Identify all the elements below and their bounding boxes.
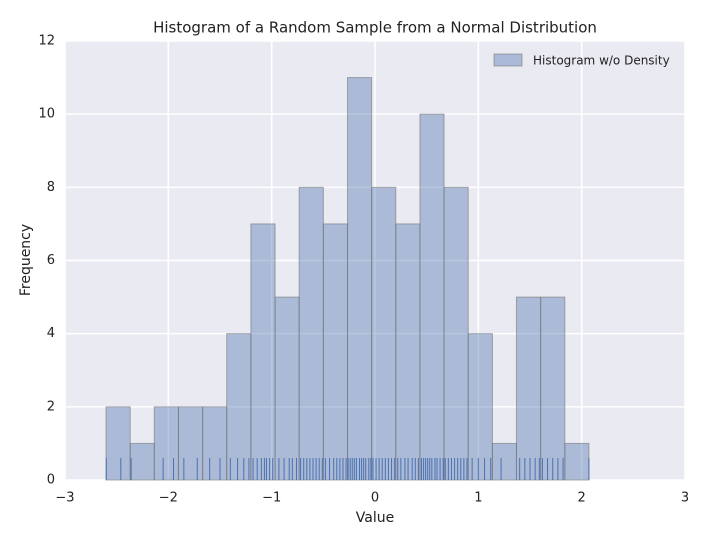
bar — [515, 296, 542, 481]
bar — [419, 113, 445, 481]
bar — [347, 77, 373, 481]
bar — [274, 296, 300, 481]
bar — [226, 333, 252, 481]
bar — [564, 442, 590, 481]
bar — [298, 186, 324, 481]
bar — [153, 406, 179, 481]
x-tick-label: 1 — [474, 491, 482, 506]
x-tick-label: 2 — [578, 491, 586, 506]
y-tick-label: 10 — [38, 107, 55, 122]
bar — [395, 223, 421, 481]
legend-label: Histogram w/o Density — [533, 54, 670, 68]
bar — [202, 406, 228, 481]
y-tick-label: 2 — [47, 399, 55, 414]
chart-title: Histogram of a Random Sample from a Norm… — [153, 19, 597, 37]
y-tick-label: 8 — [47, 180, 55, 195]
x-axis-label: Value — [356, 510, 394, 526]
y-tick-label: 4 — [47, 326, 55, 341]
x-tick-label: −1 — [262, 491, 281, 506]
bar — [443, 186, 469, 481]
x-tick-label: −2 — [159, 491, 178, 506]
bar — [540, 296, 566, 481]
bar — [491, 442, 517, 481]
bar — [250, 223, 276, 481]
bar — [467, 333, 493, 481]
y-axis-label: Frequency — [18, 224, 34, 296]
bar — [129, 442, 155, 481]
bar — [105, 406, 131, 481]
x-tick-label: −3 — [55, 491, 74, 506]
bar — [322, 223, 349, 481]
x-tick-label: 0 — [371, 491, 379, 506]
y-tick-label: 6 — [47, 253, 55, 268]
bar — [371, 186, 397, 481]
y-tick-label: 12 — [38, 34, 55, 49]
legend-swatch — [493, 53, 523, 67]
bar — [177, 406, 204, 481]
y-tick-label: 0 — [47, 473, 55, 488]
x-tick-label: 3 — [681, 491, 689, 506]
